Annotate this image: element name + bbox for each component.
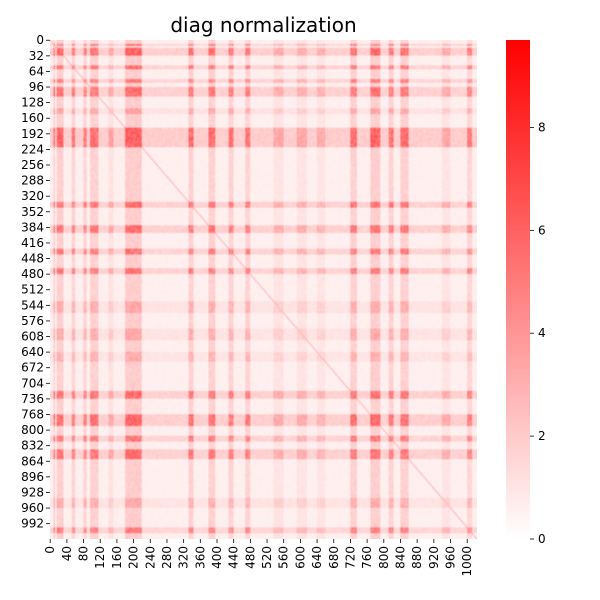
y-axis: 0326496128160192224256288320352384416448… bbox=[21, 33, 50, 531]
x-tick-label: 480 bbox=[243, 546, 257, 569]
y-tick-label: 384 bbox=[21, 220, 44, 234]
y-tick-label: 256 bbox=[21, 158, 44, 172]
x-tick-label: 400 bbox=[210, 546, 224, 569]
y-tick-label: 672 bbox=[21, 361, 44, 375]
x-tick-label: 960 bbox=[444, 546, 458, 569]
y-tick-label: 128 bbox=[21, 96, 44, 110]
y-tick-label: 512 bbox=[21, 283, 44, 297]
x-tick-label: 360 bbox=[193, 546, 207, 569]
y-tick-label: 576 bbox=[21, 314, 44, 328]
y-tick-label: 320 bbox=[21, 189, 44, 203]
heatmap-cells bbox=[50, 40, 477, 539]
y-tick-label: 480 bbox=[21, 267, 44, 281]
x-tick-label: 120 bbox=[93, 546, 107, 569]
y-tick-label: 352 bbox=[21, 205, 44, 219]
y-tick-label: 704 bbox=[21, 376, 44, 390]
y-tick-label: 0 bbox=[36, 33, 44, 47]
x-tick-label: 40 bbox=[60, 546, 74, 561]
x-tick-label: 720 bbox=[343, 546, 357, 569]
colorbar-tick-label: 0 bbox=[538, 532, 546, 546]
colorbar-tick-label: 6 bbox=[538, 223, 546, 237]
x-tick-label: 440 bbox=[227, 546, 241, 569]
y-tick-label: 832 bbox=[21, 439, 44, 453]
colorbar-gradient bbox=[506, 40, 530, 539]
y-tick-label: 448 bbox=[21, 252, 44, 266]
y-tick-label: 640 bbox=[21, 345, 44, 359]
y-tick-label: 992 bbox=[21, 517, 44, 531]
x-tick-label: 240 bbox=[143, 546, 157, 569]
y-tick-label: 896 bbox=[21, 470, 44, 484]
y-tick-label: 800 bbox=[21, 423, 44, 437]
x-tick-label: 280 bbox=[160, 546, 174, 569]
x-tick-label: 840 bbox=[393, 546, 407, 569]
y-tick-label: 224 bbox=[21, 142, 44, 156]
y-tick-label: 736 bbox=[21, 392, 44, 406]
x-tick-label: 520 bbox=[260, 546, 274, 569]
y-tick-label: 160 bbox=[21, 111, 44, 125]
y-tick-label: 864 bbox=[21, 454, 44, 468]
x-tick-label: 1000 bbox=[460, 546, 474, 577]
x-tick-label: 680 bbox=[327, 546, 341, 569]
y-tick-label: 32 bbox=[29, 49, 44, 63]
y-tick-label: 192 bbox=[21, 127, 44, 141]
y-tick-label: 64 bbox=[29, 64, 44, 78]
x-tick-label: 160 bbox=[110, 546, 124, 569]
x-tick-label: 560 bbox=[277, 546, 291, 569]
x-tick-label: 320 bbox=[177, 546, 191, 569]
y-tick-label: 768 bbox=[21, 407, 44, 421]
x-tick-label: 880 bbox=[410, 546, 424, 569]
chart-title: diag normalization bbox=[170, 13, 356, 37]
x-tick-label: 80 bbox=[77, 546, 91, 561]
y-tick-label: 960 bbox=[21, 501, 44, 515]
y-tick-label: 416 bbox=[21, 236, 44, 250]
heatmap-plot-area bbox=[50, 40, 477, 539]
colorbar: 0 2 4 6 8 bbox=[506, 40, 546, 546]
x-tick-label: 200 bbox=[127, 546, 141, 569]
colorbar-tick-label: 2 bbox=[538, 429, 546, 443]
x-tick-label: 0 bbox=[43, 546, 57, 554]
y-tick-label: 96 bbox=[29, 80, 44, 94]
y-tick-label: 544 bbox=[21, 298, 44, 312]
y-tick-label: 608 bbox=[21, 330, 44, 344]
y-tick-label: 288 bbox=[21, 174, 44, 188]
x-tick-label: 800 bbox=[377, 546, 391, 569]
x-tick-label: 600 bbox=[293, 546, 307, 569]
colorbar-tick-label: 4 bbox=[538, 326, 546, 340]
x-tick-label: 640 bbox=[310, 546, 324, 569]
x-tick-label: 760 bbox=[360, 546, 374, 569]
y-tick-label: 928 bbox=[21, 485, 44, 499]
colorbar-tick-label: 8 bbox=[538, 120, 546, 134]
x-axis: 0 40 80 120 160 200 240 280 320 360 400 440 480 520 56… bbox=[43, 539, 474, 577]
x-tick-label: 920 bbox=[427, 546, 441, 569]
